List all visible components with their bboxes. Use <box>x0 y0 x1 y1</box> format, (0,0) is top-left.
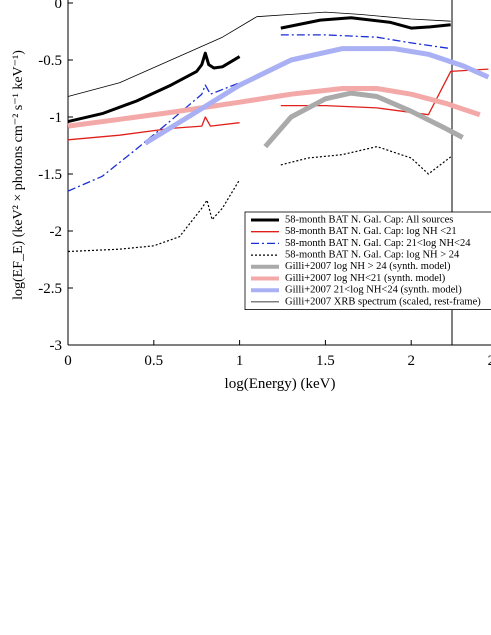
series-line <box>67 11 451 97</box>
y-tick-label: -1 <box>50 110 63 126</box>
series-line <box>67 16 451 124</box>
series-line <box>67 68 489 141</box>
y-tick-label: -1.5 <box>38 167 62 183</box>
x-tick-label: 0 <box>64 353 72 369</box>
x-tick-label: 0.5 <box>144 353 163 369</box>
x-tick-label: 2 <box>407 353 415 369</box>
y-tick-label: -0.5 <box>38 53 62 69</box>
x-tick-label: 1.5 <box>316 353 335 369</box>
legend-label: Gilli+2007 XRB spectrum (scaled, rest-fr… <box>285 296 481 307</box>
legend-label: 58-month BAT N. Gal. Cap: All sources <box>285 214 453 225</box>
y-tick-label: -2 <box>50 224 63 240</box>
legend-label: 58-month BAT N. Gal. Cap: log NH <21 <box>285 226 457 237</box>
series-line <box>263 90 464 149</box>
y-tick-label: 0 <box>55 0 63 12</box>
y-tick-label: -3 <box>50 338 63 354</box>
series-line <box>67 86 481 129</box>
legend-label: 58-month BAT N. Gal. Cap: 21<log NH<24 <box>285 238 471 249</box>
x-tick-label: 1 <box>236 353 244 369</box>
legend-label: Gilli+2007 21<log NH<24 (synth. model) <box>285 285 462 296</box>
series-line <box>67 146 452 253</box>
series-line <box>67 34 451 192</box>
legend-label: 58-month BAT N. Gal. Cap: log NH > 24 <box>285 250 460 261</box>
y-tick-label: -2.5 <box>38 281 62 297</box>
x-tick-label: 2.5 <box>488 353 491 369</box>
legend-label: Gilli+2007 log NH > 24 (synth. model) <box>285 261 451 272</box>
legend-box <box>244 211 491 310</box>
series-line <box>143 46 490 146</box>
x-axis-label: log(Energy) (keV) <box>225 376 336 392</box>
y-axis-label: log(EF_E) (keV² × photons cm⁻² s⁻¹ keV⁻¹… <box>11 50 26 300</box>
legend-label: Gilli+2007 log NH<21 (synth. model) <box>285 273 446 284</box>
